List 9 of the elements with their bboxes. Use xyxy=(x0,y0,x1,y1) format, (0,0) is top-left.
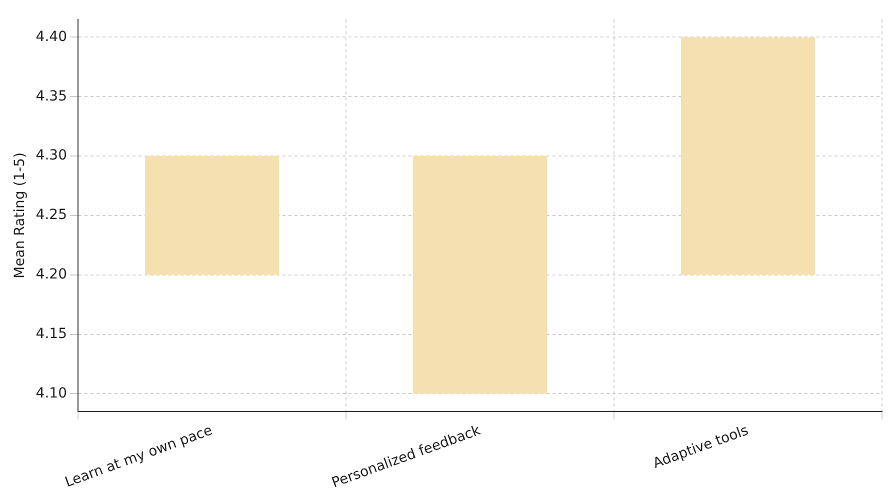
y-tick-label: 4.30 xyxy=(36,148,67,164)
y-tick-label: 4.25 xyxy=(36,207,67,224)
y-axis-title: Mean Rating (1-5) xyxy=(12,152,28,278)
x-tick-label: Learn at my own pace xyxy=(63,422,215,491)
y-tick-label: 4.15 xyxy=(36,326,67,342)
y-tick-label: 4.40 xyxy=(36,28,67,45)
y-tick-label: 4.10 xyxy=(36,385,67,402)
y-tick-label: 4.20 xyxy=(36,266,67,283)
y-tick-label: 4.35 xyxy=(36,88,67,104)
